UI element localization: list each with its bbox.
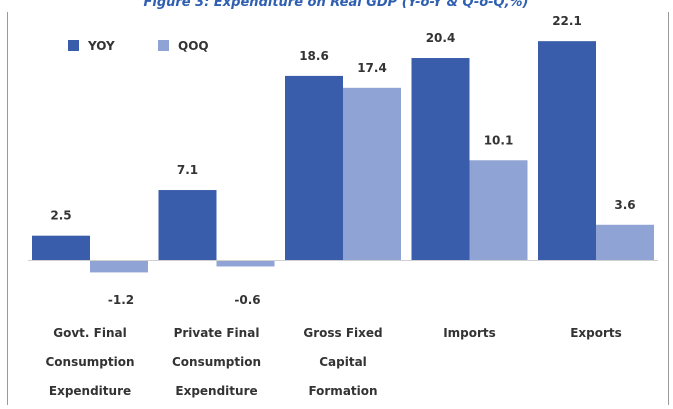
bar-qoq-2 [343, 87, 401, 261]
value-label-yoy-4: 22.1 [552, 14, 582, 28]
value-label-yoy-3: 20.4 [426, 31, 456, 45]
category-label-2-line-2: Formation [308, 384, 377, 398]
bar-qoq-1 [216, 260, 275, 267]
value-label-yoy-1: 7.1 [177, 163, 198, 177]
bar-yoy-2 [285, 75, 343, 261]
category-label-2-line-0: Gross Fixed [303, 326, 382, 340]
category-label-0-line-2: Expenditure [49, 384, 131, 398]
category-label-2-line-1: Capital [319, 355, 367, 369]
category-labels: Govt. Final Consumption Expenditure Private… [45, 326, 621, 398]
value-label-qoq-1: -0.6 [234, 293, 260, 307]
value-label-qoq-2: 17.4 [357, 61, 387, 75]
bars [32, 41, 654, 273]
bar-yoy-3 [411, 58, 470, 261]
value-label-yoy-2: 18.6 [299, 49, 329, 63]
bar-qoq-4 [596, 224, 654, 261]
bar-qoq-3 [469, 160, 528, 261]
value-label-qoq-3: 10.1 [484, 133, 514, 147]
bar-yoy-0 [32, 235, 90, 261]
category-label-0-line-0: Govt. Final [53, 326, 126, 340]
category-label-1-line-1: Consumption [172, 355, 261, 369]
bar-yoy-1 [158, 190, 217, 261]
bar-qoq-0 [90, 260, 148, 273]
value-labels: 2.5 -1.2 7.1 -0.6 18.6 17.4 20.4 10.1 22.1 3.6 [50, 14, 635, 307]
value-label-yoy-0: 2.5 [50, 209, 71, 223]
legend-label-yoy: YOY [87, 39, 115, 53]
chart-title: Figure 3: Expenditure on Real GDP (Y-o-Y… [144, 0, 529, 10]
category-label-4-line-0: Exports [570, 326, 622, 340]
legend-label-qoq: QOQ [178, 39, 209, 53]
legend-swatch-qoq [158, 40, 169, 51]
category-label-1-line-2: Expenditure [175, 384, 257, 398]
value-label-qoq-4: 3.6 [614, 198, 635, 212]
category-label-1-line-0: Private Final [174, 326, 260, 340]
category-label-0-line-1: Consumption [45, 355, 134, 369]
legend-swatch-yoy [68, 40, 79, 51]
bar-yoy-4 [538, 41, 596, 261]
value-label-qoq-0: -1.2 [108, 293, 134, 307]
category-label-3-line-0: Imports [443, 326, 496, 340]
legend: YOY QOQ [68, 39, 209, 53]
